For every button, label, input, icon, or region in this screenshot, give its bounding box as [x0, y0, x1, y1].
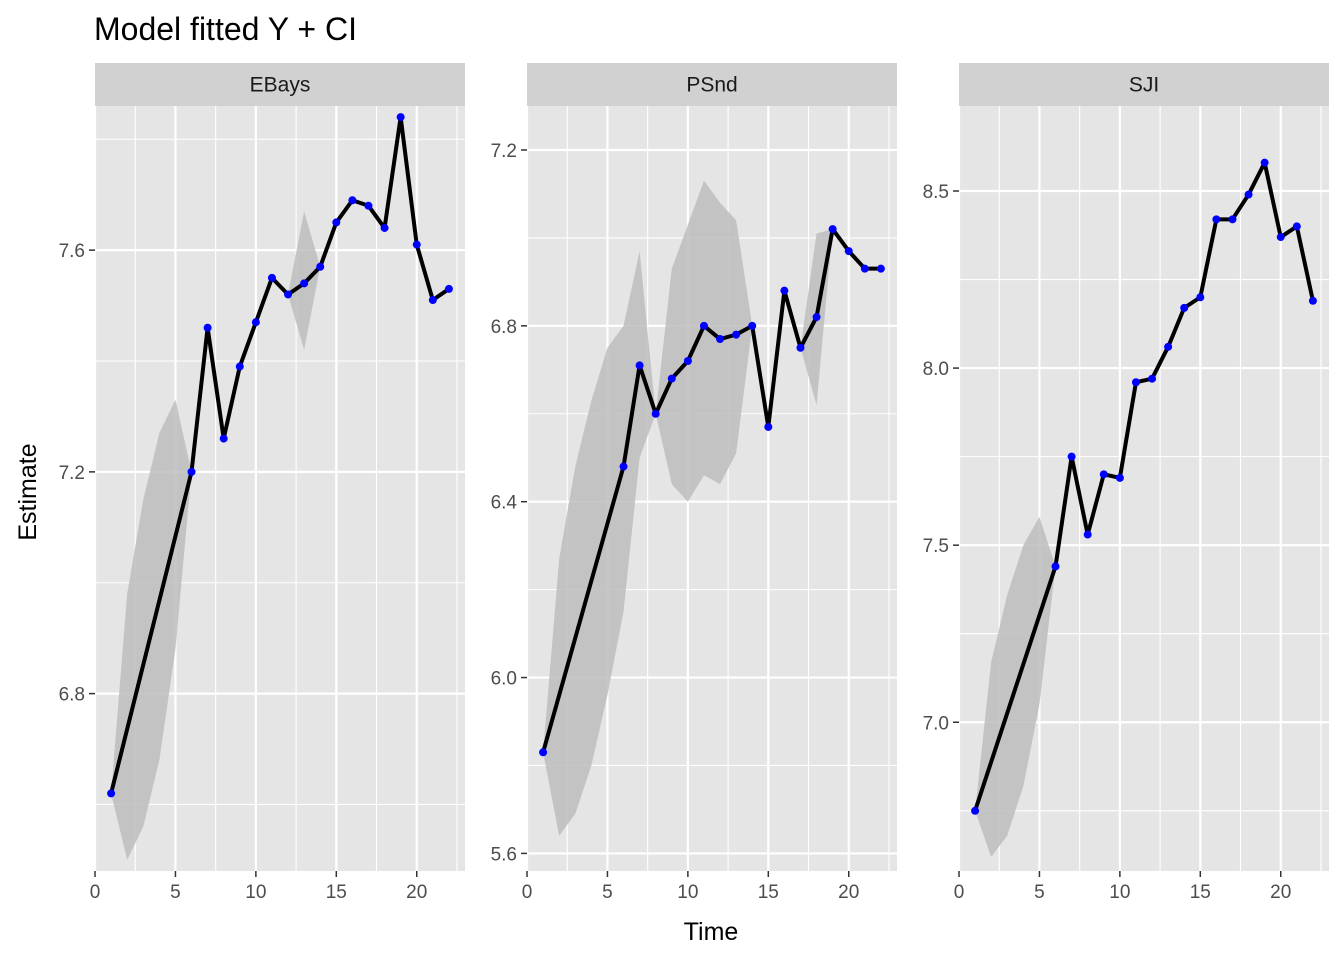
data-point-sji: [1260, 158, 1269, 167]
data-point-sji: [1228, 215, 1237, 224]
fitted-line-sji: [973, 160, 1315, 813]
x-tick-label-psnd: 0: [522, 882, 533, 903]
data-point-psnd: [764, 422, 773, 431]
x-tick-label-sji: 15: [1190, 882, 1211, 903]
x-tick-label-ebays: 20: [406, 882, 427, 903]
fitted-line-ebays: [109, 115, 451, 796]
data-point-ebays: [364, 201, 373, 210]
y-tick-label-psnd: 6.8: [491, 317, 517, 338]
data-point-psnd: [860, 264, 869, 273]
data-point-ebays: [219, 434, 228, 443]
x-tick-label-psnd: 15: [758, 882, 779, 903]
y-tick-label-ebays: 6.8: [59, 685, 85, 706]
data-point-psnd: [844, 247, 853, 256]
y-tick-label-sji: 8.0: [923, 359, 949, 380]
y-tick-label-psnd: 7.2: [491, 141, 517, 162]
data-point-psnd: [748, 321, 757, 330]
strip-label-psnd: PSnd: [686, 74, 737, 97]
data-point-ebays: [267, 273, 276, 282]
data-point-ebays: [380, 223, 389, 232]
y-tick-label-ebays: 7.6: [59, 241, 85, 262]
strip-label-sji: SJI: [1129, 74, 1159, 97]
panel-sji: SJI 0 5 10 15 20 7.0 7.5 8.0 8.5: [923, 63, 1329, 903]
x-tick-label-sji: 0: [954, 882, 965, 903]
data-point-sji: [971, 806, 980, 815]
data-point-ebays: [428, 296, 437, 305]
data-point-psnd: [716, 335, 725, 344]
strip-label-ebays: EBays: [250, 74, 311, 97]
y-tick-label-sji: 8.5: [923, 182, 949, 203]
data-point-psnd: [683, 357, 692, 365]
data-point-ebays: [187, 467, 196, 476]
data-point-psnd: [699, 321, 708, 330]
data-point-ebays: [203, 323, 212, 332]
data-point-psnd: [635, 361, 644, 370]
data-point-psnd: [667, 374, 676, 383]
strip-ebays: [95, 63, 465, 106]
data-point-psnd: [812, 313, 821, 322]
chart-title: Model fitted Y + CI: [94, 11, 357, 47]
data-point-ebays: [332, 218, 341, 227]
x-tick-label-psnd: 10: [677, 882, 698, 903]
x-tick-label-ebays: 15: [326, 882, 347, 903]
x-tick-label-sji: 20: [1270, 882, 1291, 903]
data-point-sji: [1115, 473, 1124, 482]
data-point-ebays: [396, 113, 405, 122]
data-point-ebays: [107, 789, 116, 798]
x-tick-label-psnd: 20: [838, 882, 859, 903]
y-tick-label-psnd: 6.0: [491, 669, 517, 690]
data-point-sji: [1292, 222, 1301, 231]
data-point-psnd: [651, 409, 660, 418]
data-point-ebays: [348, 196, 357, 205]
data-point-sji: [1083, 530, 1092, 539]
data-point-psnd: [796, 343, 805, 352]
data-point-sji: [1180, 303, 1189, 312]
data-point-sji: [1099, 470, 1108, 479]
data-point-sji: [1212, 215, 1221, 224]
x-tick-label-ebays: 5: [170, 882, 181, 903]
y-tick-label-ebays: 7.2: [59, 463, 85, 484]
strip-sji: [959, 63, 1329, 106]
data-point-sji: [1244, 190, 1253, 199]
x-tick-label-sji: 10: [1109, 882, 1130, 903]
data-point-sji: [1196, 293, 1205, 302]
fitted-line-psnd: [541, 227, 883, 755]
data-point-sji: [1051, 562, 1060, 571]
x-tick-label-sji: 5: [1034, 882, 1045, 903]
data-point-sji: [1308, 296, 1317, 305]
y-tick-label-psnd: 5.6: [491, 844, 517, 865]
y-tick-label-sji: 7.5: [923, 536, 949, 557]
data-point-sji: [1276, 233, 1285, 242]
data-point-ebays: [300, 279, 309, 288]
x-tick-label-ebays: 10: [245, 882, 266, 903]
x-axis-label: Time: [684, 918, 739, 946]
data-point-ebays: [316, 262, 325, 271]
data-point-sji: [1131, 378, 1140, 387]
ci-ribbon-psnd-1: [543, 180, 769, 836]
data-point-psnd: [780, 286, 789, 295]
data-point-psnd: [619, 462, 628, 471]
x-tick-label-psnd: 5: [602, 882, 613, 903]
y-tick-label-sji: 7.0: [923, 713, 949, 734]
y-axis-label: Estimate: [14, 443, 42, 540]
data-point-sji: [1067, 452, 1076, 461]
data-point-ebays: [251, 318, 260, 327]
x-tick-label-ebays: 0: [90, 882, 101, 903]
y-tick-label-psnd: 6.4: [491, 493, 518, 514]
data-point-ebays: [235, 362, 244, 371]
strip-psnd: [527, 63, 897, 106]
data-point-psnd: [876, 264, 885, 273]
data-point-sji: [1164, 342, 1173, 351]
panel-psnd: PSnd 0 5 10 15 20 5.6 6.0 6.4 6.8 7.2: [491, 63, 897, 903]
panel-ebays: EBays 0 5 10 15 20 6.8 7.2 7.6: [59, 63, 465, 903]
data-point-psnd: [539, 748, 548, 757]
data-point-sji: [1148, 374, 1157, 383]
data-point-ebays: [412, 240, 421, 249]
data-point-ebays: [444, 284, 453, 293]
data-point-psnd: [732, 330, 741, 339]
data-point-ebays: [284, 290, 293, 299]
data-point-psnd: [828, 225, 837, 234]
